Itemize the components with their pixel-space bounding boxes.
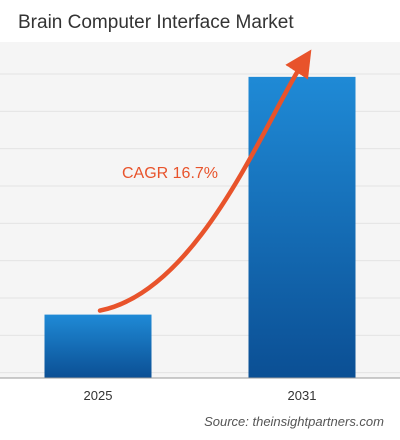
cagr-annotation: CAGR 16.7% [122, 165, 218, 182]
bar-2031 [248, 76, 356, 379]
x-tick-label-2031: 2031 [288, 388, 317, 403]
source-credit: Source: theinsightpartners.com [204, 414, 384, 429]
x-tick-label-2025: 2025 [84, 388, 113, 403]
x-tick-labels: 2025 2031 [84, 388, 317, 403]
chart-title: Brain Computer Interface Market [18, 12, 294, 33]
cagr-arrow [97, 49, 312, 313]
bar-2025 [44, 314, 152, 378]
